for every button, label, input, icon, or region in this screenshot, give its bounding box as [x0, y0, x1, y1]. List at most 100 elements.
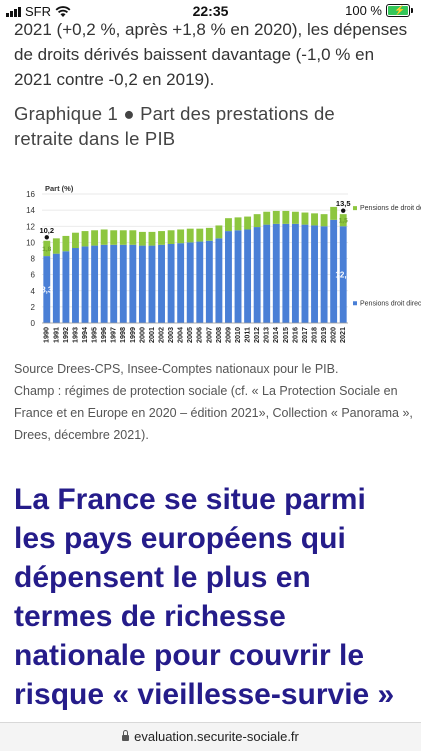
x-tick-label: 1997	[109, 327, 118, 343]
bar-derived-2005	[186, 228, 194, 243]
bar-derived-2001	[148, 231, 156, 246]
graph-title-line: retraite dans le PIB	[14, 128, 176, 149]
battery-percent: 100 %	[345, 3, 382, 18]
x-tick-label: 2004	[176, 327, 185, 343]
y-tick-label: 8	[31, 255, 36, 264]
bar-direct-2011	[244, 229, 252, 323]
x-tick-label: 1991	[51, 327, 60, 343]
legend-label-derived: Pensions de droit dérivé	[360, 205, 421, 212]
headline-line: les pays européens qui	[14, 522, 346, 555]
y-tick-label: 16	[26, 190, 35, 199]
x-tick-label: 2016	[290, 327, 299, 343]
browser-url-bar[interactable]: evaluation.securite-sociale.fr	[0, 722, 421, 751]
bar-direct-2010	[234, 230, 242, 323]
bar-derived-1998	[119, 230, 127, 245]
x-tick-label: 1990	[42, 327, 51, 343]
headline-line: dépensent le plus en	[14, 561, 311, 594]
chart-source: Source Drees-CPS, Insee-Comptes nationau…	[14, 358, 421, 446]
y-tick-label: 0	[31, 319, 36, 328]
bar-derived-2017	[301, 212, 309, 225]
x-tick-label: 1998	[118, 327, 127, 343]
y-tick-label: 6	[31, 271, 36, 280]
legend-swatch-direct	[353, 301, 357, 306]
total-marker	[44, 235, 49, 240]
x-tick-label: 2002	[156, 327, 165, 343]
y-tick-label: 2	[31, 303, 36, 312]
x-tick-label: 2007	[204, 327, 213, 343]
bar-derived-2020	[330, 206, 338, 220]
legend-label-direct: Pensions droit direct	[360, 300, 421, 307]
bar-derived-1995	[91, 230, 99, 246]
bar-derived-1999	[129, 230, 137, 245]
paragraph-line: de droits dérivés baissent davantage (-1…	[14, 45, 375, 64]
bar-direct-2020	[330, 219, 338, 323]
status-time: 22:35	[192, 3, 229, 19]
url-display[interactable]: evaluation.securite-sociale.fr	[0, 729, 421, 744]
url-text: evaluation.securite-sociale.fr	[134, 729, 299, 744]
x-tick-label: 2019	[319, 327, 328, 343]
bar-direct-2014	[272, 223, 280, 323]
bar-direct-2003	[167, 243, 175, 323]
bar-derived-2013	[263, 211, 271, 225]
bar-derived-1990	[43, 240, 51, 257]
x-tick-label: 1994	[80, 327, 89, 343]
x-tick-label: 2013	[262, 327, 271, 343]
x-tick-label: 1992	[61, 327, 70, 343]
bar-derived-2018	[311, 213, 318, 226]
x-tick-label: 2011	[243, 327, 252, 343]
status-left: SFR	[6, 4, 71, 19]
bar-direct-2019	[320, 226, 328, 323]
bar-direct-2004	[177, 243, 185, 323]
x-tick-label: 2018	[309, 327, 318, 343]
bar-derived-2012	[253, 214, 261, 228]
x-tick-label: 1993	[70, 327, 79, 343]
x-tick-label: 2008	[214, 327, 223, 343]
headline-line: nationale pour couvrir le	[14, 639, 365, 672]
battery-icon: ⚡	[386, 4, 410, 17]
bar-derived-2000	[138, 231, 146, 246]
bar-derived-2002	[158, 231, 165, 245]
status-right: 100 % ⚡	[345, 3, 413, 18]
bar-direct-1999	[129, 244, 137, 323]
bar-direct-2021	[339, 226, 347, 323]
direct-data-label: 12,0	[335, 271, 351, 280]
bar-direct-2015	[282, 223, 290, 323]
bar-derived-2019	[320, 214, 328, 227]
headline-line: risque « vieillesse-survie »	[14, 678, 395, 711]
lock-icon	[122, 730, 130, 741]
y-tick-label: 12	[26, 222, 35, 231]
bar-direct-2012	[253, 227, 261, 323]
y-tick-label: 10	[26, 238, 35, 247]
bar-direct-2002	[158, 244, 165, 323]
derived-data-label: 1,5	[339, 218, 348, 225]
bar-direct-1992	[62, 251, 70, 323]
x-tick-label: 2006	[195, 327, 204, 343]
legend-swatch-derived	[353, 206, 357, 211]
paragraph-line: 2021 contre -0,2 en 2019).	[14, 70, 215, 89]
bar-derived-2008	[215, 225, 223, 239]
bar-direct-1995	[91, 245, 99, 323]
graph-title: Graphique 1 ● Part des prestations de re…	[14, 101, 414, 151]
headline-line: termes de richesse	[14, 600, 286, 633]
bar-derived-2007	[205, 227, 213, 241]
y-tick-label: 14	[26, 206, 35, 215]
bar-direct-2001	[148, 245, 156, 323]
x-tick-label: 2021	[338, 327, 347, 343]
bar-derived-1992	[62, 235, 70, 252]
signal-icon	[6, 6, 21, 17]
source-line: Source Drees-CPS, Insee-Comptes nationau…	[14, 362, 339, 376]
x-tick-label: 2000	[137, 327, 146, 343]
source-line: France et en Europe en 2020 – édition 20…	[14, 406, 413, 420]
x-tick-label: 2001	[147, 327, 156, 343]
bar-direct-1990	[43, 256, 51, 323]
bar-derived-2015	[282, 210, 290, 224]
x-tick-label: 2010	[233, 327, 242, 343]
derived-data-label: 1,8	[42, 246, 51, 253]
bar-direct-1994	[81, 246, 89, 323]
x-tick-label: 2017	[300, 327, 309, 343]
total-data-label: 10,2	[39, 226, 54, 235]
bar-derived-2006	[196, 228, 204, 242]
bar-direct-2005	[186, 242, 194, 323]
bar-direct-2017	[301, 224, 309, 323]
